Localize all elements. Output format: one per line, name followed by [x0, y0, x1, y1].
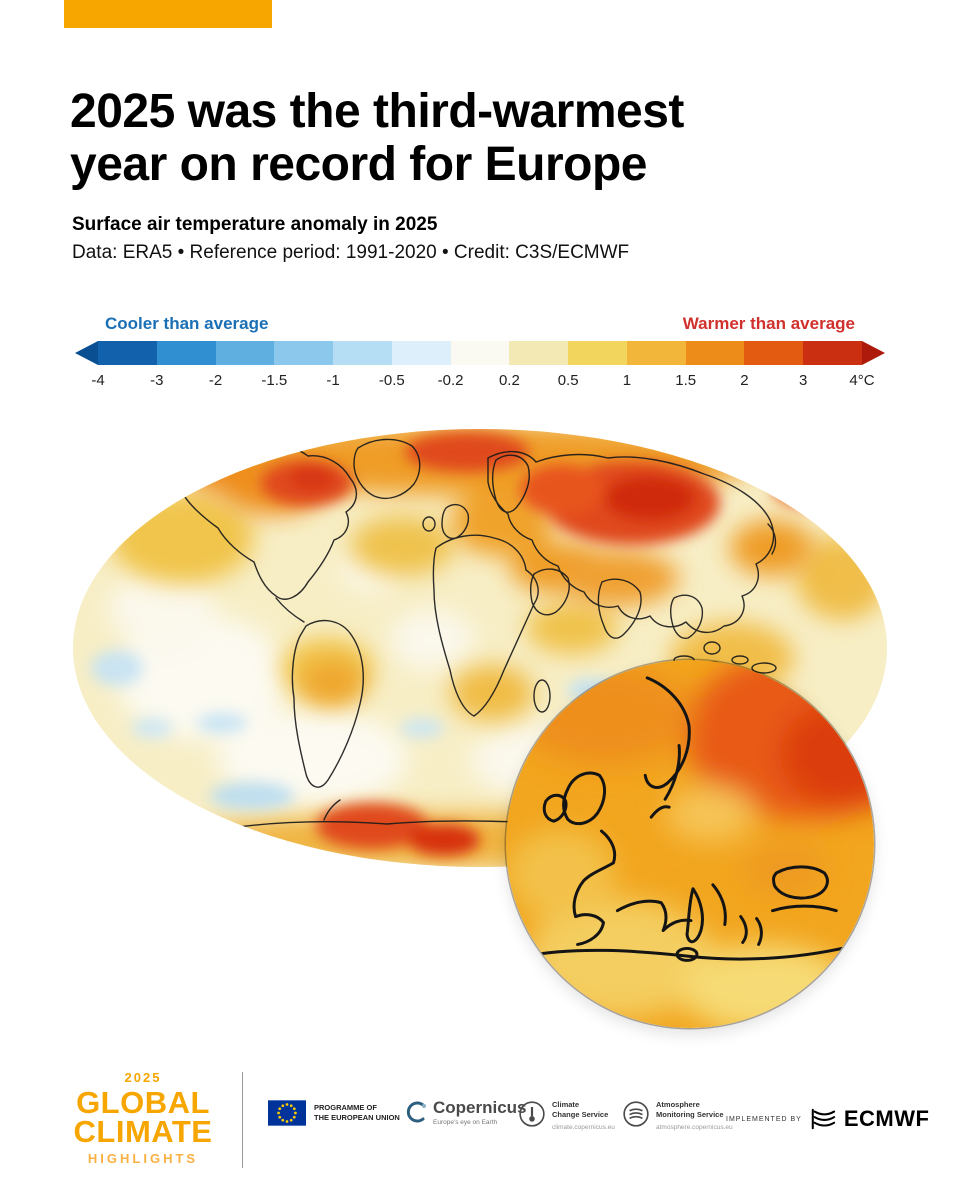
atmosphere-monitoring-service-logo: Atmosphere Monitoring Service atmosphere… [622, 1100, 733, 1131]
eu-flag-icon [268, 1100, 306, 1126]
atmosphere-monitoring-service-icon [623, 1101, 649, 1127]
ecmwf-flag-icon [811, 1108, 836, 1130]
warmer-label: Warmer than average [682, 314, 855, 333]
colorbar-tick-label: -1 [326, 372, 340, 389]
colorbar-segment [509, 341, 569, 365]
colorbar-segment [803, 341, 862, 365]
colorbar-tick-label: 4°C [849, 372, 875, 389]
ecmwf-name: ECMWF [843, 1106, 930, 1131]
brand-year: 2025 [124, 1070, 162, 1085]
copernicus-tagline: Europe's eye on Earth [433, 1119, 498, 1126]
colorbar-tick-label: -1.5 [261, 372, 288, 389]
subtitle: Surface air temperature anomaly in 2025 [72, 214, 438, 235]
colorbar-segments [98, 341, 862, 365]
colorbar-segment [391, 341, 451, 365]
copernicus-logo: Copernicus Europe's eye on Earth [404, 1098, 527, 1126]
footer-divider [242, 1072, 243, 1168]
headline-line2: year on record for Europe [70, 137, 647, 191]
color-scale: Cooler than average Warmer than average … [75, 314, 885, 392]
europe-inset-map [506, 660, 874, 1028]
coastlines [166, 438, 831, 847]
c3s-url: climate.copernicus.eu [552, 1123, 615, 1131]
global-climate-highlights-logo: 2025 GLOBAL CLIMATE HIGHLIGHTS [64, 1070, 222, 1166]
implemented-by-label: IMPLEMENTED BY [726, 1115, 802, 1123]
c3s-name-line2: Change Service [552, 1109, 609, 1119]
colorbar-segment [744, 341, 804, 365]
cooler-label: Cooler than average [105, 314, 269, 333]
colorbar-segment [685, 341, 745, 365]
colorbar-tick-label: 0.5 [557, 372, 579, 389]
ecmwf-logo: IMPLEMENTED BY ECMWF [726, 1106, 929, 1132]
colorbar-arrow-left [75, 341, 98, 365]
colorbar-arrow-right [862, 341, 885, 365]
source-line: Data: ERA5 • Reference period: 1991-2020… [72, 242, 630, 263]
colorbar-ticks: -4 -3 -2 -1.5 -1 -0.5 -0.2 0.2 0.5 1 1.5 2 3 4°C [91, 372, 874, 392]
cams-name-line1: Atmosphere [656, 1100, 700, 1109]
brand-highlights: HIGHLIGHTS [87, 1150, 199, 1166]
colorbar-tick-label: -2 [208, 372, 223, 389]
copernicus-swoosh-icon [406, 1101, 426, 1123]
climate-change-service-icon [519, 1101, 545, 1127]
colorbar-segment [274, 341, 334, 365]
colorbar-tick-label: 1.5 [675, 372, 697, 389]
colorbar-tick-label: -0.2 [437, 372, 464, 389]
colorbar-segment [156, 341, 216, 365]
europe-coastlines [522, 676, 861, 962]
top-accent-bar [64, 0, 272, 28]
headline: 2025 was the third-warmest year on record… [70, 85, 684, 192]
colorbar-segment [568, 341, 627, 365]
colorbar-tick-label: 1 [622, 372, 632, 389]
color-scale-bar [75, 341, 885, 365]
colorbar-segment [98, 341, 157, 365]
colorbar-segment [333, 341, 392, 365]
colorbar-segment [215, 341, 275, 365]
footer: 2025 GLOBAL CLIMATE HIGHLIGHTS PROGRAMME… [0, 1060, 960, 1180]
brand-climate: CLIMATE [73, 1114, 213, 1150]
cams-url: atmosphere.copernicus.eu [656, 1123, 733, 1131]
climate-change-service-logo: Climate Change Service climate.copernicu… [518, 1100, 615, 1131]
c3s-name-line1: Climate [552, 1100, 580, 1109]
colorbar-tick-label: 2 [740, 372, 749, 389]
brand-global: GLOBAL [76, 1085, 210, 1120]
eu-programme-logo: PROGRAMME OF THE EUROPEAN UNION [268, 1100, 400, 1126]
colorbar-segment [450, 341, 510, 365]
eu-programme-line1: PROGRAMME OF [314, 1103, 377, 1113]
eu-programme-line2: THE EUROPEAN UNION [314, 1113, 400, 1122]
colorbar-segment [626, 341, 686, 365]
colorbar-tick-label: 0.2 [498, 372, 520, 389]
copernicus-name: Copernicus [433, 1098, 527, 1117]
headline-line1: 2025 was the third-warmest [70, 85, 684, 138]
colorbar-tick-label: 3 [799, 372, 808, 389]
cams-name-line2: Monitoring Service [656, 1109, 724, 1119]
color-scale-labels: Cooler than average Warmer than average [75, 314, 885, 334]
colorbar-tick-label: -3 [150, 372, 164, 389]
europe-inset-svg [506, 660, 874, 1028]
colorbar-tick-label: -0.5 [378, 372, 405, 389]
colorbar-tick-label: -4 [91, 372, 105, 389]
